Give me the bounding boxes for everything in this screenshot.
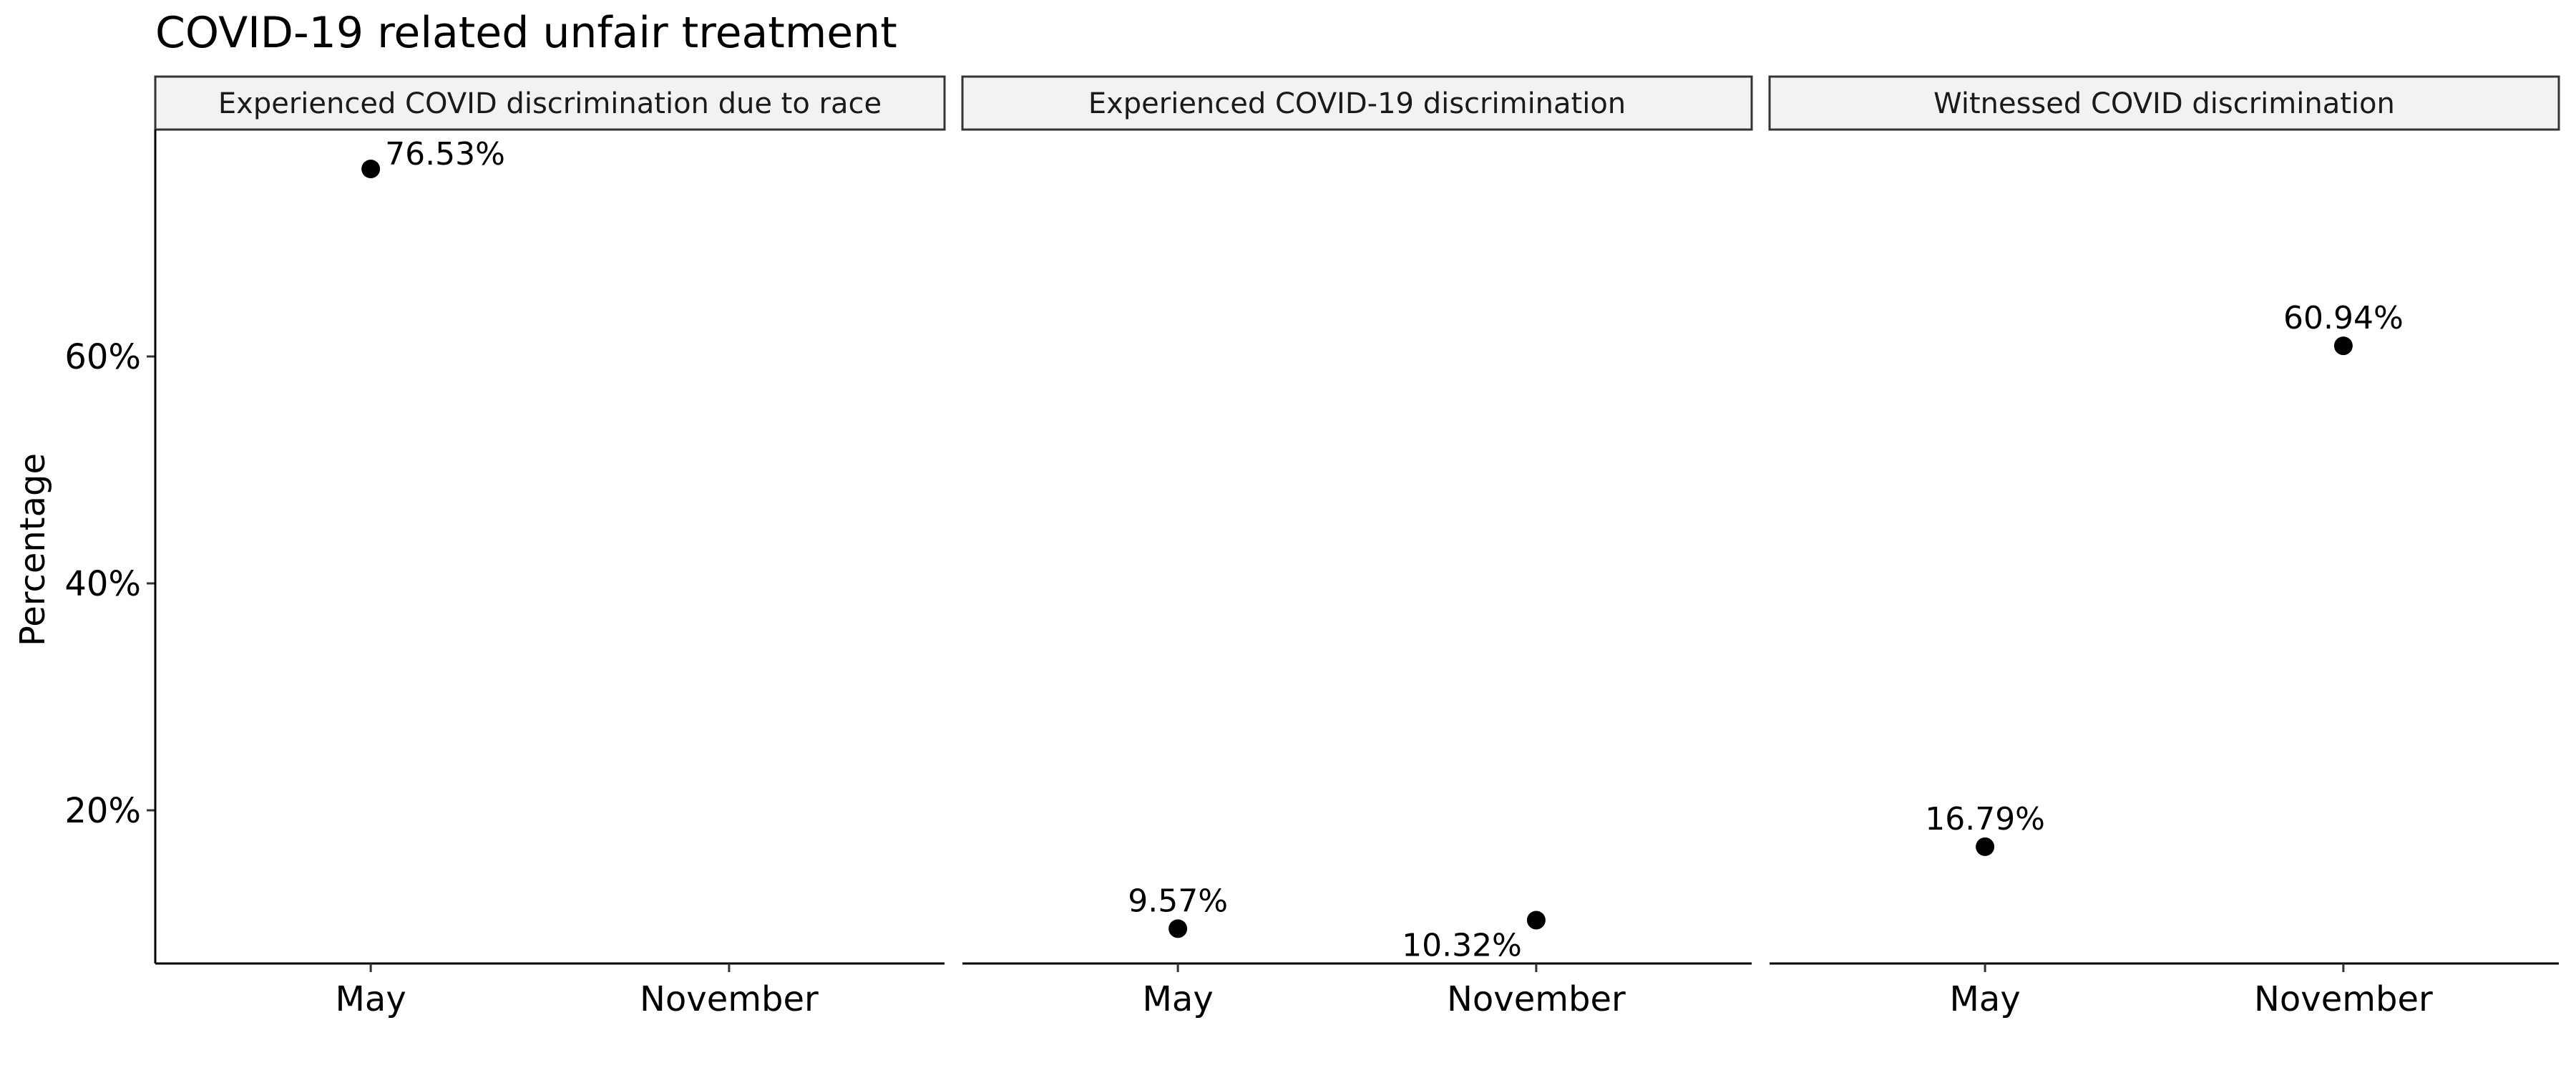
data-label: 16.79%	[1925, 801, 2045, 837]
facet-panel: Experienced COVID discrimination due to …	[154, 75, 946, 1019]
y-tick-label: 60%	[64, 337, 141, 377]
data-point	[2333, 336, 2353, 356]
x-tick-label: May	[1950, 979, 2021, 1019]
facet-strip	[961, 75, 1753, 131]
data-point	[1526, 911, 1546, 930]
data-label: 10.32%	[1402, 927, 1522, 963]
facet-strip-label: Witnessed COVID discrimination	[1933, 87, 2395, 120]
facet-panel: Experienced COVID-19 discrimination May No…	[961, 75, 1753, 1019]
facet-strip	[154, 75, 946, 131]
facet-panel: Witnessed COVID discrimination May Novembe…	[1768, 75, 2560, 1019]
data-point	[361, 160, 381, 179]
chart-title: COVID-19 related unfair treatment	[155, 8, 897, 58]
facet-strip-label: Experienced COVID discrimination due to …	[218, 87, 882, 120]
facet-strip	[1768, 75, 2560, 131]
x-tick-label: May	[336, 979, 406, 1019]
facet-strip-label: Experienced COVID-19 discrimination	[1088, 87, 1626, 120]
data-label: 9.57%	[1128, 883, 1228, 919]
data-label: 60.94%	[2283, 300, 2404, 336]
x-tick-label: May	[1143, 979, 1214, 1019]
y-tick-label: 40%	[64, 564, 141, 604]
data-point	[1976, 837, 1995, 856]
x-tick-label: November	[640, 979, 819, 1019]
y-axis-title: Percentage	[13, 453, 53, 646]
y-axis: 20% 40% 60%	[64, 337, 155, 831]
x-tick-label: November	[1447, 979, 1626, 1019]
data-point	[1169, 919, 1188, 938]
y-tick-label: 20%	[64, 791, 141, 831]
panels: Experienced COVID discrimination due to …	[154, 75, 2560, 1019]
data-label: 76.53%	[385, 136, 505, 173]
x-tick-label: November	[2254, 979, 2433, 1019]
